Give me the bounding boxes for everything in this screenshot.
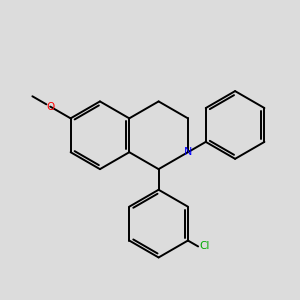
Text: N: N [184, 147, 192, 157]
Text: Cl: Cl [200, 242, 210, 251]
Text: O: O [46, 102, 54, 112]
